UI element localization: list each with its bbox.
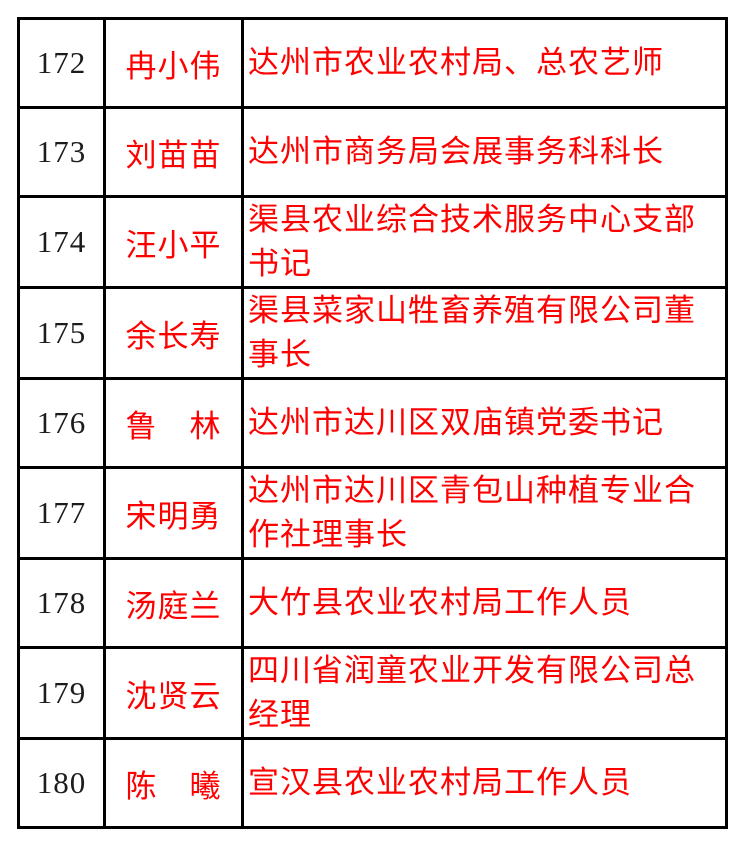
name-cell: 刘苗苗 [103,106,244,198]
personnel-table: 172 冉小伟 达州市农业农村局、总农艺师 173 刘苗苗 达州市商务局会展事务… [17,17,728,829]
name-cell: 冉小伟 [103,17,244,109]
row-number-cell: 180 [17,737,106,829]
table-row: 177 宋明勇 达州市达川区青包山种植专业合作社理事长 [17,466,728,560]
name-cell: 汤庭兰 [103,557,244,649]
title-cell: 达州市商务局会展事务科科长 [241,106,728,198]
row-number-cell: 179 [17,646,106,740]
title-cell: 达州市达川区双庙镇党委书记 [241,377,728,469]
table-row: 179 沈贤云 四川省润童农业开发有限公司总经理 [17,646,728,740]
name-cell: 沈贤云 [103,646,244,740]
row-number-cell: 172 [17,17,106,109]
table-row: 180 陈 曦 宣汉县农业农村局工作人员 [17,737,728,829]
title-cell: 大竹县农业农村局工作人员 [241,557,728,649]
table-row: 173 刘苗苗 达州市商务局会展事务科科长 [17,106,728,198]
name-cell: 汪小平 [103,195,244,289]
table-row: 172 冉小伟 达州市农业农村局、总农艺师 [17,17,728,109]
name-cell: 余长寿 [103,286,244,380]
row-number-cell: 178 [17,557,106,649]
row-number-cell: 175 [17,286,106,380]
title-cell: 达州市达川区青包山种植专业合作社理事长 [241,466,728,560]
table-row: 178 汤庭兰 大竹县农业农村局工作人员 [17,557,728,649]
name-cell: 陈 曦 [103,737,244,829]
title-cell: 渠县菜家山牲畜养殖有限公司董事长 [241,286,728,380]
table-row: 174 汪小平 渠县农业综合技术服务中心支部书记 [17,195,728,289]
name-cell: 鲁 林 [103,377,244,469]
table-row: 175 余长寿 渠县菜家山牲畜养殖有限公司董事长 [17,286,728,380]
title-cell: 渠县农业综合技术服务中心支部书记 [241,195,728,289]
title-cell: 四川省润童农业开发有限公司总经理 [241,646,728,740]
row-number-cell: 174 [17,195,106,289]
title-cell: 达州市农业农村局、总农艺师 [241,17,728,109]
row-number-cell: 176 [17,377,106,469]
name-cell: 宋明勇 [103,466,244,560]
table-row: 176 鲁 林 达州市达川区双庙镇党委书记 [17,377,728,469]
title-cell: 宣汉县农业农村局工作人员 [241,737,728,829]
row-number-cell: 173 [17,106,106,198]
row-number-cell: 177 [17,466,106,560]
